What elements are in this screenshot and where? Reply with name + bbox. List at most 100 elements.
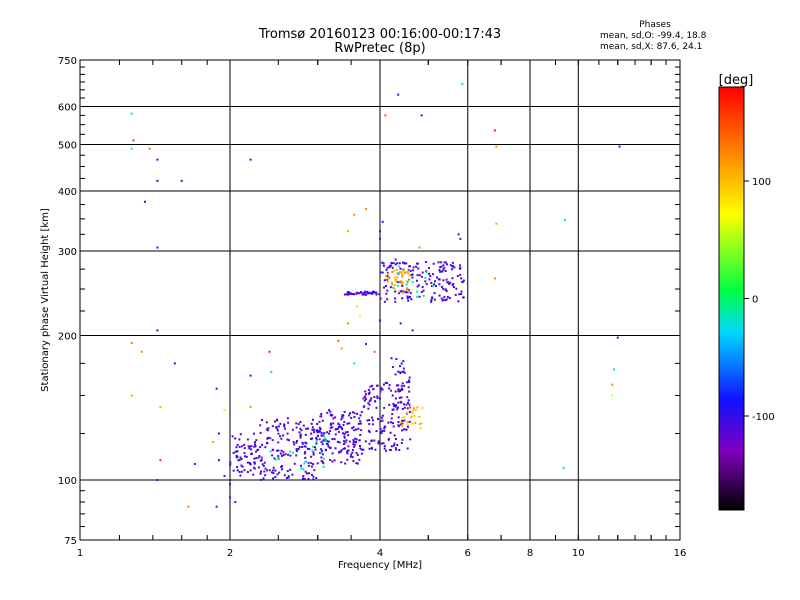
data-point bbox=[371, 291, 374, 294]
data-point bbox=[381, 220, 384, 223]
data-point bbox=[381, 414, 384, 417]
data-point bbox=[249, 463, 252, 466]
data-point bbox=[253, 445, 256, 448]
data-point bbox=[380, 432, 383, 435]
data-point bbox=[249, 374, 252, 377]
data-point bbox=[305, 442, 308, 445]
data-point bbox=[408, 279, 411, 282]
data-point bbox=[299, 464, 302, 467]
data-point bbox=[401, 281, 404, 284]
data-point bbox=[406, 425, 409, 428]
data-point bbox=[367, 429, 370, 432]
data-point bbox=[392, 269, 395, 272]
data-point bbox=[377, 418, 380, 421]
data-point bbox=[334, 433, 337, 436]
data-point bbox=[380, 416, 383, 419]
data-point bbox=[397, 421, 400, 424]
data-point bbox=[368, 442, 371, 445]
data-point bbox=[286, 470, 289, 473]
data-point bbox=[238, 438, 241, 441]
data-point bbox=[321, 453, 324, 456]
data-point bbox=[396, 276, 399, 279]
data-point bbox=[351, 448, 354, 451]
data-point bbox=[156, 479, 159, 482]
phase-stats-header: Phases bbox=[639, 20, 671, 30]
data-point bbox=[418, 415, 421, 418]
data-point bbox=[287, 421, 290, 424]
data-point bbox=[387, 272, 390, 275]
data-point bbox=[302, 475, 305, 478]
y-tick-label: 300 bbox=[58, 247, 77, 258]
data-point bbox=[372, 290, 375, 293]
data-point bbox=[310, 473, 313, 476]
data-point bbox=[403, 406, 406, 409]
data-point bbox=[362, 293, 365, 296]
data-point bbox=[232, 469, 235, 472]
data-point bbox=[397, 425, 400, 428]
data-point bbox=[386, 266, 389, 269]
data-point bbox=[402, 403, 405, 406]
data-point bbox=[229, 479, 231, 482]
data-point bbox=[364, 393, 367, 396]
data-point bbox=[247, 445, 250, 448]
data-point bbox=[156, 179, 159, 182]
data-point bbox=[415, 279, 418, 282]
data-point bbox=[459, 266, 462, 269]
data-point bbox=[304, 441, 307, 444]
data-point bbox=[341, 428, 344, 431]
data-point bbox=[408, 420, 411, 423]
data-point bbox=[383, 383, 386, 386]
data-point bbox=[301, 441, 304, 444]
data-point bbox=[310, 455, 313, 458]
data-point bbox=[159, 459, 162, 462]
data-point bbox=[373, 439, 376, 442]
data-point bbox=[289, 454, 292, 457]
data-point bbox=[257, 466, 260, 469]
data-point bbox=[349, 293, 352, 296]
data-point bbox=[315, 438, 318, 441]
data-point bbox=[359, 414, 362, 417]
x-tick-label: 8 bbox=[527, 548, 533, 559]
data-point bbox=[322, 439, 325, 442]
data-point bbox=[338, 450, 341, 453]
data-point bbox=[449, 281, 452, 284]
data-point bbox=[382, 286, 385, 289]
data-point bbox=[299, 420, 302, 423]
data-point bbox=[295, 450, 298, 453]
data-point bbox=[460, 292, 463, 295]
data-point bbox=[403, 419, 406, 422]
data-point bbox=[390, 389, 393, 392]
data-point bbox=[343, 420, 346, 423]
data-point bbox=[451, 268, 454, 271]
data-point bbox=[320, 434, 323, 437]
data-point bbox=[420, 422, 423, 425]
data-point bbox=[312, 478, 315, 481]
data-point bbox=[355, 428, 358, 431]
data-point bbox=[300, 429, 303, 432]
data-point bbox=[562, 466, 565, 469]
data-point bbox=[356, 462, 359, 465]
data-point bbox=[323, 439, 326, 442]
data-point bbox=[355, 462, 358, 465]
data-point bbox=[347, 449, 350, 452]
data-point bbox=[390, 421, 393, 424]
data-point bbox=[299, 433, 302, 436]
data-point bbox=[401, 297, 404, 300]
y-tick-label: 600 bbox=[58, 103, 77, 114]
data-point bbox=[412, 269, 415, 272]
data-point bbox=[368, 400, 371, 403]
data-point bbox=[406, 272, 409, 275]
data-point bbox=[400, 421, 403, 424]
data-point bbox=[369, 385, 372, 388]
data-point bbox=[384, 114, 387, 117]
data-point bbox=[311, 429, 314, 432]
data-point bbox=[394, 397, 397, 400]
data-point bbox=[298, 431, 301, 434]
data-point bbox=[292, 451, 295, 454]
data-point bbox=[394, 279, 397, 282]
data-point bbox=[400, 281, 403, 284]
data-point bbox=[338, 423, 341, 426]
x-tick-label: 16 bbox=[674, 548, 687, 559]
data-point bbox=[317, 429, 320, 432]
data-point bbox=[357, 422, 360, 425]
